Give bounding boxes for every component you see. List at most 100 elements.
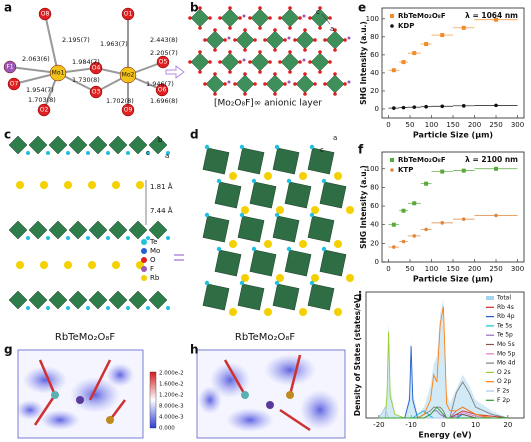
bond-stick	[109, 399, 126, 421]
y-tick-label: 60	[370, 202, 379, 210]
legend-label: O	[150, 256, 156, 264]
legend-marker	[141, 239, 147, 245]
oxygen	[208, 16, 212, 20]
rb-atom	[40, 181, 48, 189]
polyhedron	[128, 135, 148, 155]
bond-length: 2.063(6)	[22, 55, 50, 63]
te-atom	[86, 236, 90, 240]
te-atom	[26, 306, 30, 310]
axis-label: a	[333, 134, 337, 142]
oxygen	[198, 26, 202, 30]
legend-marker	[390, 24, 394, 28]
y-tick-label: 0	[375, 105, 379, 113]
rb-atom	[299, 172, 307, 180]
polyhedron	[307, 215, 335, 243]
colorbar-label: 1.200e-2	[159, 393, 184, 399]
oxygen	[263, 82, 267, 86]
te-atom	[321, 246, 327, 252]
oxygen	[248, 16, 252, 20]
oxygen	[223, 38, 227, 42]
oxygen	[258, 6, 262, 10]
oxygen	[243, 48, 247, 52]
marker	[424, 104, 428, 109]
x-tick-label: 0	[386, 121, 390, 129]
x-tick-label: 50	[406, 121, 415, 129]
bond-stick	[33, 394, 57, 426]
y-tick-label: 40	[370, 69, 379, 77]
rb-atom	[88, 261, 96, 269]
atom	[106, 416, 114, 424]
te-atom	[126, 151, 130, 155]
rb-atom	[334, 172, 342, 180]
polyhedron	[214, 181, 242, 209]
oxygen	[313, 38, 317, 42]
oxygen	[343, 82, 347, 86]
polyhedron	[48, 135, 68, 155]
atom-label: O6	[158, 87, 167, 94]
oxygen	[213, 48, 217, 52]
polyhedron	[202, 215, 230, 243]
rb-atom	[346, 206, 354, 214]
oxygen	[218, 16, 222, 20]
y-tick-label: 100	[366, 15, 379, 23]
atom-label: Mo1	[52, 70, 65, 77]
oxygen	[208, 60, 212, 64]
marker	[401, 105, 406, 110]
marker	[461, 168, 466, 173]
x-axis-label: Particle Size (μm)	[413, 131, 493, 140]
marker	[401, 60, 406, 65]
oxygen	[333, 72, 337, 76]
oxygen	[263, 38, 267, 42]
oxygen	[273, 28, 277, 32]
marker	[440, 169, 445, 174]
polyhedron	[284, 181, 312, 209]
polyhedron	[148, 220, 168, 240]
bond-length: 2.195(7)	[62, 36, 90, 44]
legend-label: Te 5s	[496, 322, 512, 329]
density-blob	[226, 408, 274, 432]
atom	[76, 396, 84, 404]
oxygen	[333, 48, 337, 52]
oxygen	[198, 70, 202, 74]
polyhedron	[108, 290, 128, 310]
rb-atom	[241, 274, 249, 282]
rb-atom	[229, 308, 237, 316]
polyhedron	[48, 220, 68, 240]
marker	[424, 181, 429, 186]
x-tick-label: 250	[489, 121, 502, 129]
oxygen	[198, 50, 202, 54]
fluorine	[302, 14, 306, 18]
te-atom	[309, 280, 315, 286]
polyhedron	[237, 147, 265, 175]
rb-atom	[16, 181, 24, 189]
atom	[121, 7, 135, 21]
oxygen	[298, 60, 302, 64]
bond-length: 1.954(7)	[26, 86, 54, 94]
oxygen	[303, 92, 307, 96]
oxygen	[223, 82, 227, 86]
x-tick-label: -10	[405, 421, 416, 429]
annotation: λ = 1064 nm	[465, 11, 518, 20]
te-atom	[251, 246, 257, 252]
legend-marker	[390, 14, 394, 18]
oxygen	[188, 60, 192, 64]
polyhedron	[28, 220, 48, 240]
panel-label: b	[190, 1, 199, 15]
oxygen	[343, 38, 347, 42]
legend-label: O 2p	[497, 378, 511, 385]
axis-label: c	[316, 8, 320, 16]
oxygen	[308, 60, 312, 64]
y-tick-label: 40	[370, 221, 379, 229]
marker	[494, 213, 498, 218]
bond-length: 1.702(8)	[106, 97, 134, 105]
te-atom	[106, 151, 110, 155]
atom-label: O7	[10, 81, 19, 88]
oxygen	[243, 92, 247, 96]
y-tick-label: 20	[370, 239, 379, 247]
oxygen	[248, 60, 252, 64]
marker	[461, 25, 466, 30]
polyhedron	[307, 147, 335, 175]
te-atom	[106, 306, 110, 310]
fluorine	[242, 58, 246, 62]
te-atom	[146, 306, 150, 310]
